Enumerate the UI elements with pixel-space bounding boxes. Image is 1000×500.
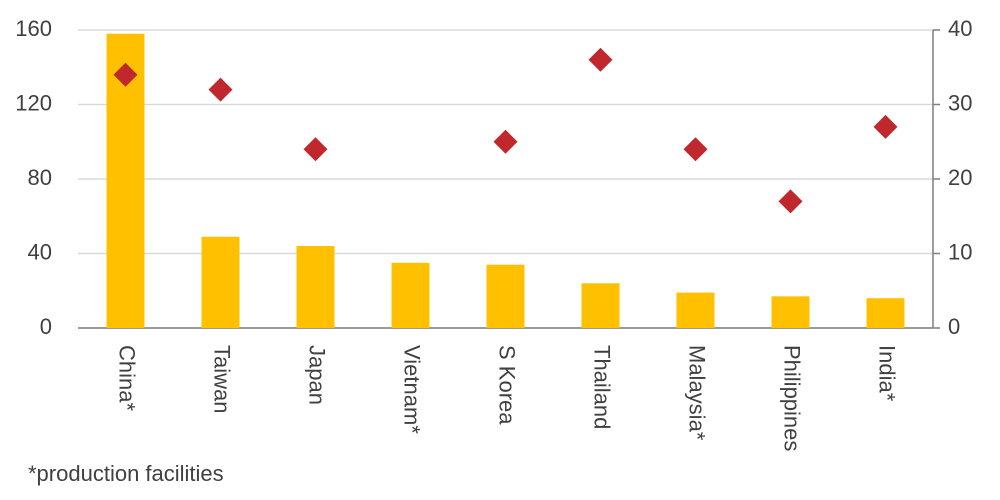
- bar: [676, 292, 715, 328]
- y2-tick-label: 20: [948, 165, 972, 190]
- x-tick-label: India*: [875, 345, 900, 402]
- y2-tick-label: 0: [948, 314, 960, 339]
- y2-tick-label: 40: [948, 16, 972, 41]
- x-tick-label: Malaysia*: [685, 345, 710, 441]
- bar: [771, 296, 810, 328]
- diamond-marker: [493, 129, 518, 154]
- diamond-marker: [683, 137, 708, 162]
- bar: [581, 283, 620, 328]
- bar: [201, 236, 240, 328]
- bar: [486, 264, 525, 328]
- x-tick-label: S Korea: [495, 345, 520, 425]
- y-tick-label: 120: [15, 90, 52, 115]
- y2-tick-label: 30: [948, 90, 972, 115]
- x-tick-label: Vietnam*: [400, 345, 425, 434]
- diamond-marker: [303, 137, 328, 162]
- y-tick-label: 40: [28, 239, 52, 264]
- note: *production facilities: [28, 461, 224, 486]
- y-tick-label: 0: [40, 314, 52, 339]
- x-tick-label: Thailand: [590, 345, 615, 429]
- bar: [391, 262, 430, 328]
- x-tick-label: Taiwan: [210, 345, 235, 413]
- x-tick-label: Philippines: [780, 345, 805, 451]
- y2-tick-label: 10: [948, 239, 972, 264]
- diamond-marker: [208, 77, 233, 102]
- y-tick-label: 80: [28, 165, 52, 190]
- diamond-marker: [778, 189, 803, 214]
- diamond-marker: [113, 62, 138, 87]
- x-tick-label: China*: [115, 345, 140, 411]
- diamond-marker: [588, 47, 613, 72]
- x-tick-label: Japan: [305, 345, 330, 405]
- bar: [296, 246, 335, 328]
- diamond-marker: [873, 114, 898, 139]
- y-tick-label: 160: [15, 16, 52, 41]
- bar: [866, 298, 905, 328]
